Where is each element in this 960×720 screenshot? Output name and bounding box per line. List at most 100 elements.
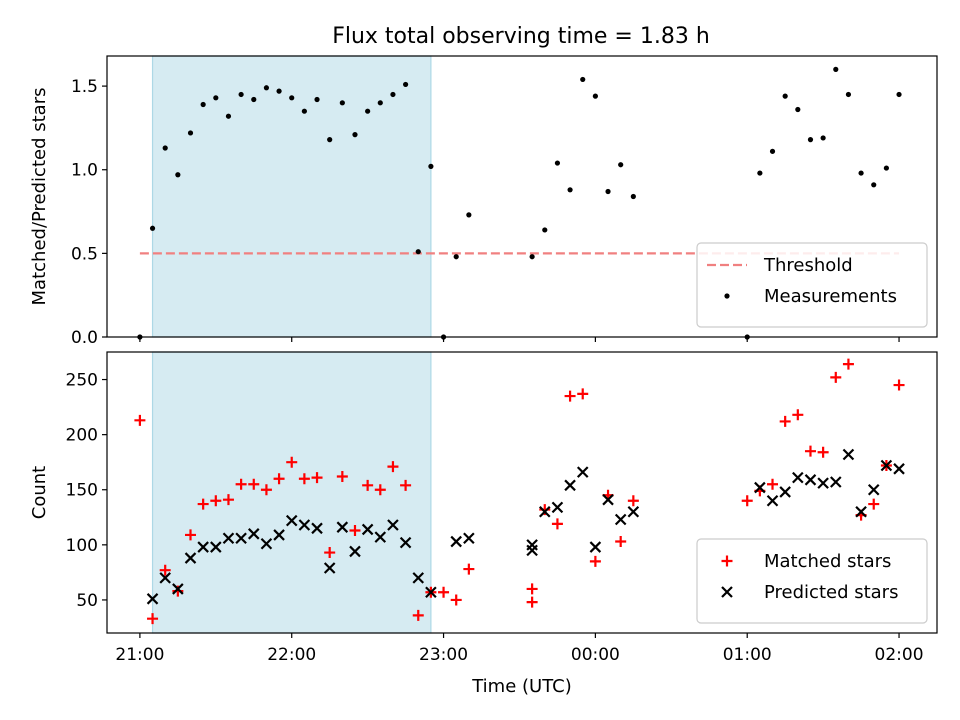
data-point (349, 525, 361, 537)
data-point (564, 390, 576, 402)
data-point (260, 537, 273, 550)
data-point (453, 254, 459, 260)
data-point (539, 504, 551, 516)
legend: Matched stars Predicted stars (696, 538, 928, 624)
x-tick-label: 01:00 (723, 645, 772, 665)
data-point (817, 477, 829, 489)
data-point (855, 506, 867, 518)
data-point (526, 544, 538, 557)
data-point (247, 528, 260, 540)
data-point (589, 541, 602, 553)
data-point (285, 514, 298, 527)
data-point (868, 498, 880, 510)
y-tick-label: 100 (66, 536, 98, 556)
data-point (551, 501, 564, 514)
data-point (766, 494, 779, 507)
data-point (526, 583, 538, 595)
data-point (324, 547, 336, 559)
data-point (323, 562, 336, 574)
data-point (213, 95, 219, 101)
data-point (286, 456, 298, 468)
legend-box (696, 538, 928, 624)
data-point (336, 471, 348, 483)
x-axis-label: Time (UTC) (471, 676, 572, 697)
data-point (311, 472, 323, 484)
data-point (134, 414, 146, 426)
data-point (377, 100, 383, 106)
series-predicted-stars (146, 448, 905, 605)
x-tick-label: 02:00 (875, 645, 924, 665)
data-point (871, 182, 877, 188)
data-point (298, 473, 310, 485)
data-point (757, 170, 763, 176)
data-point (260, 484, 272, 496)
data-point (289, 95, 295, 101)
data-point (311, 522, 323, 535)
legend-marker (721, 586, 733, 598)
y-axis-label: Count (29, 466, 50, 519)
data-point (769, 148, 776, 154)
data-point (374, 531, 387, 543)
data-point (538, 506, 551, 518)
legend-label: Measurements (764, 286, 897, 307)
data-point (248, 478, 260, 490)
data-point (830, 476, 842, 488)
data-point (551, 518, 563, 530)
data-point (400, 479, 412, 491)
chart-title: Flux total observing time = 1.83 h (332, 24, 710, 49)
data-point (614, 513, 627, 526)
x-tick-label: 23:00 (419, 645, 468, 665)
data-point (184, 552, 197, 564)
y-tick-label: 250 (66, 371, 98, 391)
data-point (754, 481, 766, 494)
data-point (804, 445, 816, 457)
data-point (630, 193, 636, 200)
data-point (542, 227, 548, 233)
data-point (365, 108, 371, 114)
data-point (450, 535, 462, 548)
data-point (301, 108, 307, 114)
data-point (842, 358, 854, 370)
top-panel: 0.0 0.5 1.0 1.5 Matched/Predicted stars Thres… (29, 55, 938, 348)
data-point (463, 532, 475, 545)
y-tick-label: 1.0 (71, 161, 98, 181)
data-point (387, 519, 399, 531)
y-tick-label: 0.5 (71, 244, 98, 264)
legend-box (696, 242, 928, 328)
data-point (567, 187, 573, 193)
data-point (276, 88, 282, 94)
data-point (399, 536, 412, 549)
data-point (185, 529, 197, 541)
data-point (580, 76, 586, 83)
data-point (564, 479, 576, 492)
data-point (197, 498, 209, 510)
data-point (298, 519, 311, 531)
data-point (792, 409, 804, 421)
data-point (795, 106, 801, 113)
axes-frame (106, 351, 938, 634)
data-point (880, 459, 893, 472)
data-point (273, 529, 285, 541)
legend-marker (721, 555, 733, 567)
y-tick-label: 50 (76, 591, 98, 611)
data-point (893, 463, 905, 475)
observing-span (151, 351, 432, 634)
data-point (893, 379, 905, 391)
y-tick-label: 150 (66, 481, 98, 501)
data-point (187, 130, 194, 136)
data-point (314, 96, 320, 103)
data-point (589, 555, 601, 567)
data-point (792, 471, 804, 484)
data-point (804, 474, 817, 486)
data-point (200, 101, 206, 108)
data-point (147, 613, 159, 625)
data-point (402, 81, 409, 88)
legend-label: Predicted stars (764, 582, 898, 603)
data-point (807, 137, 814, 143)
legend-label: Threshold (763, 255, 853, 276)
data-point (374, 484, 386, 496)
data-point (162, 145, 168, 151)
data-point (197, 541, 209, 553)
data-point (817, 446, 829, 458)
data-point (896, 91, 902, 98)
